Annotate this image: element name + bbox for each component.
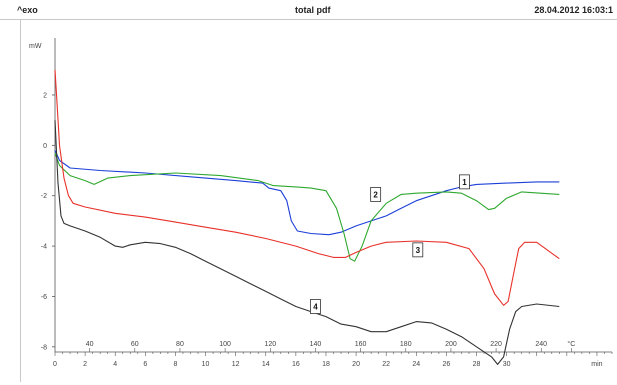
chart-title: total pdf bbox=[295, 5, 331, 15]
y-axis-label: mW bbox=[29, 43, 42, 50]
series-line-1 bbox=[54, 150, 560, 236]
chart-header: ^exo total pdf 28.04.2012 16:03:1 bbox=[0, 0, 617, 20]
temp-tick-label: °C bbox=[567, 340, 575, 348]
temp-tick-label: 200 bbox=[445, 341, 457, 348]
y-tick-label: 2 bbox=[43, 92, 47, 99]
temp-tick-label: 140 bbox=[310, 341, 322, 348]
time-tick-label: 8 bbox=[173, 361, 177, 368]
temp-tick-label: 80 bbox=[176, 341, 184, 348]
time-tick-label: 14 bbox=[262, 361, 270, 368]
time-tick-label: 18 bbox=[322, 361, 330, 368]
y-tick-label: 0 bbox=[43, 143, 47, 150]
temp-tick-label: 160 bbox=[355, 341, 367, 348]
time-tick-label: 20 bbox=[352, 361, 360, 368]
time-tick-label: 10 bbox=[202, 361, 210, 368]
curve-label-box-4 bbox=[310, 299, 321, 314]
temp-tick-label: 120 bbox=[264, 341, 276, 348]
series-line-2 bbox=[54, 152, 560, 262]
temp-tick-label: 60 bbox=[131, 341, 139, 348]
time-tick-label: 30 bbox=[503, 361, 511, 368]
timestamp: 28.04.2012 16:03:1 bbox=[534, 5, 613, 15]
temp-tick-label: 40 bbox=[86, 341, 94, 348]
time-tick-label: 6 bbox=[143, 361, 147, 368]
temp-tick-label: 100 bbox=[219, 341, 231, 348]
curve-label-box-3 bbox=[412, 242, 424, 258]
time-tick-label: 26 bbox=[443, 361, 451, 368]
series-line-4 bbox=[54, 120, 560, 365]
time-tick-label: 0 bbox=[53, 361, 57, 368]
time-tick-label: 12 bbox=[232, 361, 240, 368]
y-tick-label: -8 bbox=[41, 344, 47, 351]
series-line-3 bbox=[54, 69, 560, 306]
curve-label-box-1 bbox=[459, 174, 470, 190]
time-tick-label: 4 bbox=[113, 361, 117, 368]
curve-label-2: 2 bbox=[373, 190, 378, 199]
time-tick-label: 22 bbox=[382, 361, 390, 368]
y-tick-label: -2 bbox=[41, 193, 47, 200]
time-tick-label: 2 bbox=[83, 361, 87, 368]
y-tick-label: -6 bbox=[41, 294, 47, 301]
time-tick-label: 16 bbox=[292, 361, 300, 368]
temp-tick-label: 240 bbox=[535, 341, 547, 348]
curve-label-1: 1 bbox=[462, 178, 467, 187]
header-divider bbox=[0, 19, 617, 20]
y-tick-label: -4 bbox=[41, 244, 47, 251]
temp-tick-label: 220 bbox=[490, 341, 502, 348]
curve-label-box-2 bbox=[370, 187, 382, 202]
temp-tick-label: 180 bbox=[400, 341, 412, 348]
curve-label-4: 4 bbox=[313, 303, 318, 312]
left-frame-line bbox=[20, 20, 21, 382]
time-tick-label: min bbox=[591, 361, 602, 368]
curve-label-3: 3 bbox=[416, 246, 421, 255]
time-tick-label: 28 bbox=[473, 361, 481, 368]
time-tick-label: 24 bbox=[412, 361, 420, 368]
exo-direction-label: ^exo bbox=[17, 5, 38, 15]
